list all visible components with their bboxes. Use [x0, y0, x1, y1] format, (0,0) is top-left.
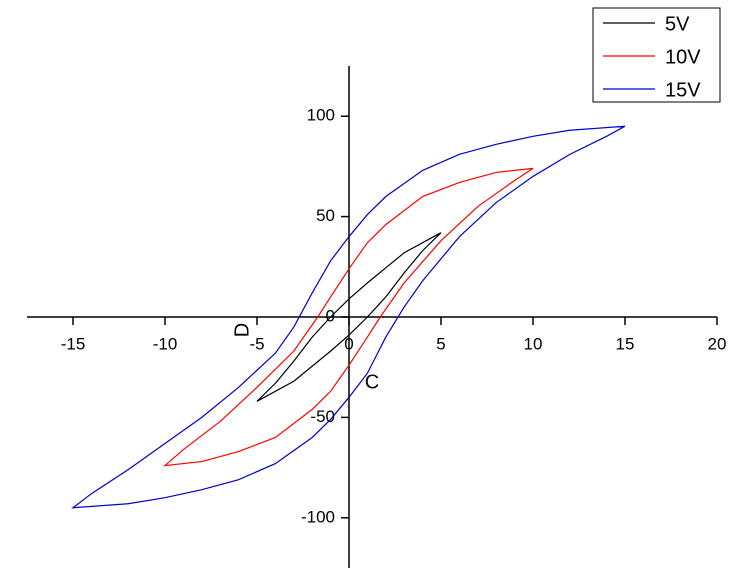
x-tick-label: 0 — [344, 334, 353, 353]
y-tick-label: -100 — [301, 507, 335, 526]
legend-label: 5V — [665, 13, 690, 35]
x-tick-label: 5 — [436, 334, 445, 353]
x-tick-label: 10 — [524, 334, 543, 353]
legend-label: 10V — [665, 46, 701, 68]
y-tick-label: 50 — [316, 206, 335, 225]
legend-label: 15V — [665, 79, 701, 101]
x-tick-label: -15 — [61, 334, 86, 353]
legend-box — [592, 7, 721, 103]
x-tick-label: -5 — [249, 334, 264, 353]
x-tick-label: -10 — [153, 334, 178, 353]
y-tick-label: -50 — [310, 407, 335, 426]
y-tick-label: 100 — [307, 106, 335, 125]
y-tick-label: 0 — [326, 306, 335, 325]
x-tick-label: 15 — [616, 334, 635, 353]
series-line — [256, 232, 442, 402]
x-tick-label: 20 — [708, 334, 727, 353]
x-axis-label: C — [365, 371, 379, 393]
series-line — [163, 167, 534, 467]
series-line — [71, 125, 626, 509]
y-axis-label: D — [231, 323, 253, 337]
